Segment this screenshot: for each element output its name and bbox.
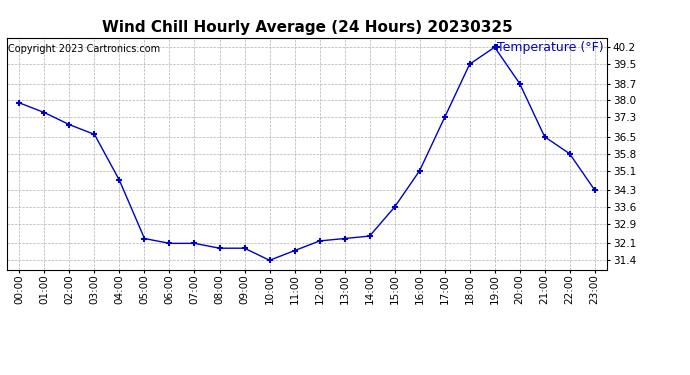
Temperature (°F) [440, 115, 449, 120]
Temperature (°F) [66, 123, 74, 127]
Temperature (°F) [391, 205, 399, 209]
Text: Copyright 2023 Cartronics.com: Copyright 2023 Cartronics.com [8, 45, 160, 54]
Temperature (°F) [190, 241, 199, 246]
Temperature (°F) [290, 248, 299, 253]
Temperature (°F) [40, 110, 48, 115]
Temperature (°F) [140, 236, 148, 241]
Temperature (°F) [90, 132, 99, 136]
Temperature (°F) [166, 241, 174, 246]
Temperature (°F) [315, 239, 324, 243]
Temperature (°F) [15, 100, 23, 105]
Temperature (°F) [491, 45, 499, 50]
Temperature (°F) [266, 258, 274, 262]
Temperature (°F) [466, 62, 474, 66]
Temperature (°F) [340, 236, 348, 241]
Line: Temperature (°F): Temperature (°F) [16, 44, 598, 264]
Temperature (°F) [115, 178, 124, 183]
Temperature (°F) [240, 246, 248, 250]
Temperature (°F) [415, 168, 424, 173]
Temperature (°F) [540, 135, 549, 139]
Temperature (°F) [215, 246, 224, 250]
Temperature (°F) [515, 81, 524, 86]
Title: Wind Chill Hourly Average (24 Hours) 20230325: Wind Chill Hourly Average (24 Hours) 202… [101, 20, 513, 35]
Temperature (°F) [366, 234, 374, 238]
Temperature (°F) [566, 152, 574, 156]
Temperature (°F) [591, 188, 599, 192]
Legend: Temperature (°F): Temperature (°F) [497, 41, 604, 54]
